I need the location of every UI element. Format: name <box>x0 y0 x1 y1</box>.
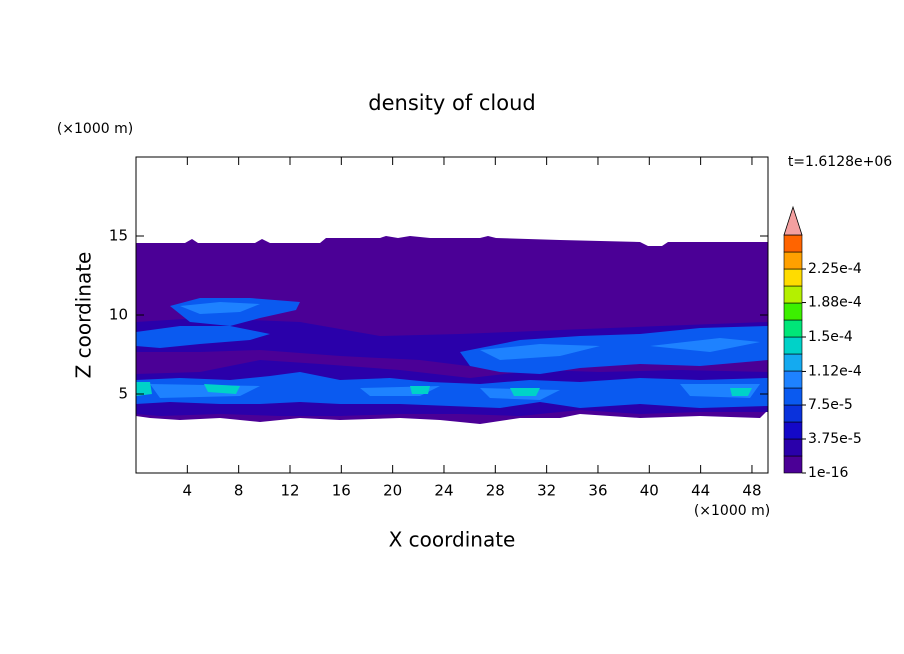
y-tick-label: 5 <box>118 385 128 403</box>
field-blue <box>136 372 768 408</box>
y-unit: (×1000 m) <box>57 121 133 137</box>
x-tick-label: 16 <box>332 482 351 500</box>
colorbar-band <box>783 387 803 406</box>
x-tick-label: 12 <box>280 482 299 500</box>
x-tick-label: 4 <box>183 482 193 500</box>
y-axis-label: Z coordinate <box>72 252 96 379</box>
x-tick-label: 48 <box>742 482 761 500</box>
field-blue <box>136 326 270 348</box>
colorbar-band <box>783 455 803 474</box>
y-tick-label: 15 <box>109 227 128 245</box>
x-tick-label: 36 <box>588 482 607 500</box>
colorbar-band <box>783 353 803 372</box>
contour-field <box>136 236 768 424</box>
colorbar-tick-label: 1.88e-4 <box>808 295 862 311</box>
x-tick-label: 40 <box>640 482 659 500</box>
x-tick-label: 32 <box>537 482 556 500</box>
colorbar-band <box>783 438 803 457</box>
field-blue <box>460 326 768 374</box>
colorbar-tick-label: 2.25e-4 <box>808 261 862 277</box>
x-unit: (×1000 m) <box>694 503 770 519</box>
x-axis-label: X coordinate <box>389 528 516 552</box>
colorbar-tick-label: 1.5e-4 <box>808 329 853 345</box>
colorbar-band <box>783 234 803 253</box>
y-tick-label: 10 <box>109 306 128 324</box>
colorbar-band <box>783 421 803 440</box>
colorbar-band <box>783 268 803 287</box>
x-tick-label: 44 <box>691 482 710 500</box>
x-tick-label: 24 <box>434 482 453 500</box>
colorbar-band <box>783 319 803 338</box>
x-tick-label: 20 <box>383 482 402 500</box>
colorbar-band <box>783 285 803 304</box>
colorbar-band <box>783 336 803 355</box>
x-tick-label: 28 <box>486 482 505 500</box>
colorbar-tick-label: 1.12e-4 <box>808 363 862 379</box>
colorbar-over <box>783 205 803 236</box>
colorbar-band <box>783 251 803 270</box>
x-tick-label: 8 <box>234 482 244 500</box>
colorbar-band <box>783 302 803 321</box>
colorbar-band <box>783 370 803 389</box>
time-label: t=1.6128e+06 <box>788 154 892 170</box>
colorbar-tick-label: 7.5e-5 <box>808 397 853 413</box>
colorbar-tick-label: 1e-16 <box>808 465 848 481</box>
chart-title: density of cloud <box>368 91 535 115</box>
colorbar-band <box>783 404 803 423</box>
colorbar-tick-label: 3.75e-5 <box>808 431 862 447</box>
